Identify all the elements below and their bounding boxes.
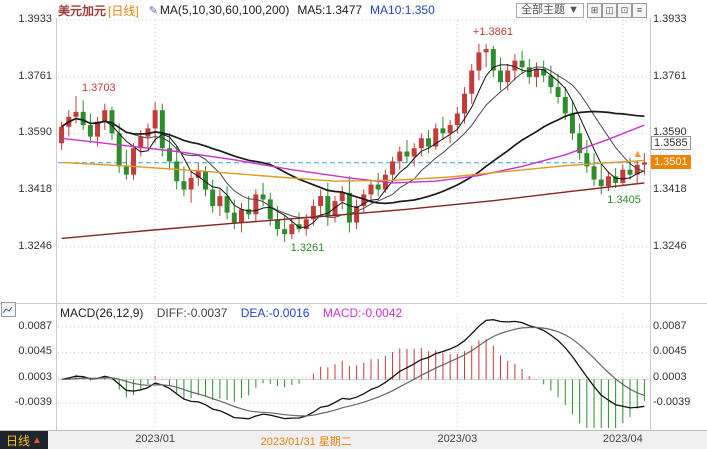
- macd-macd-value: MACD:-0.0042: [322, 306, 403, 320]
- ma-value-label: MA10:1.350: [370, 3, 435, 17]
- edit-icon: ✎: [148, 4, 158, 17]
- theme-dropdown[interactable]: 全部主题 ▼: [516, 2, 584, 18]
- macd-dea-value: DEA:-0.0016: [240, 306, 310, 320]
- ma-values: MA5:1.3477 MA10:1.350: [289, 3, 434, 17]
- triangle-up-icon: ▲: [32, 434, 42, 446]
- maximize-icon[interactable]: ⊡: [617, 3, 632, 18]
- chart-header: 美元加元 [日线] ✎ MA(5,10,30,60,100,200) MA5:1…: [0, 0, 707, 20]
- split-layout-icon[interactable]: ◫: [602, 3, 617, 18]
- grid-layout-icon[interactable]: ⊞: [587, 3, 602, 18]
- macd-diff-value: DIFF:-0.0037: [156, 306, 228, 320]
- bottom-bar: 日线 ▲: [0, 430, 707, 449]
- period-tag: [日线]: [108, 3, 139, 18]
- ma-group-label: MA(5,10,30,60,100,200): [159, 3, 290, 17]
- theme-dropdown-label: 全部主题: [521, 3, 566, 16]
- mini-chart-icon: [2, 306, 13, 314]
- window-controls: ⊞ ◫ ⊡ ≡: [587, 2, 647, 18]
- macd-params-label: MACD(26,12,9): [60, 306, 144, 320]
- symbol-name: 美元加元: [58, 3, 107, 18]
- period-tab-daily[interactable]: 日线 ▲: [0, 431, 48, 449]
- macd-legend: MACD(26,12,9) DIFF:-0.0037 DEA:-0.0016 M…: [60, 306, 412, 320]
- header-controls: 全部主题 ▼ ⊞ ◫ ⊡ ≡: [516, 2, 647, 18]
- chevron-down-icon: ▼: [568, 3, 579, 16]
- period-tab-label: 日线: [6, 433, 31, 448]
- indicator-panel-icon[interactable]: [1, 302, 16, 317]
- list-layout-icon[interactable]: ≡: [632, 3, 647, 18]
- ma-value-label: MA5:1.3477: [297, 3, 363, 17]
